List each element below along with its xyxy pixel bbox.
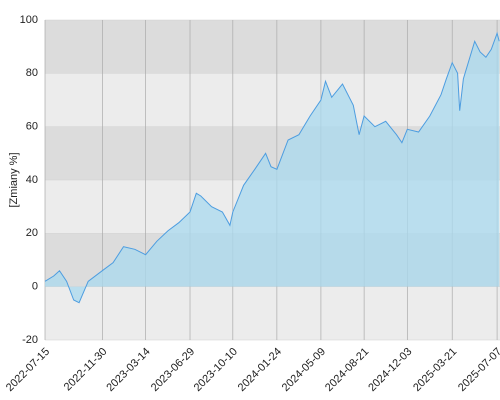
y-tick-label: 60 <box>26 121 38 133</box>
x-tick-label: 2022-11-30 <box>62 346 110 394</box>
line <box>44 31 500 304</box>
y-tick-label: 40 <box>26 174 38 186</box>
x-tick-label: 2023-10-10 <box>192 346 240 394</box>
x-tick-label: 2024-08-21 <box>323 346 371 394</box>
x-tick-label: 2024-12-03 <box>366 346 414 394</box>
grid-band <box>45 73 500 127</box>
grid-band <box>45 286 500 340</box>
x-tick-label: 2024-05-09 <box>280 346 328 394</box>
x-tick-label: 2022-07-15 <box>4 346 52 394</box>
x-tick-label: 2023-03-14 <box>104 346 152 394</box>
y-tick-label: -20 <box>22 334 38 346</box>
x-tick-label: 2024-01-24 <box>236 346 284 394</box>
grid-band <box>45 20 500 74</box>
x-tick-label: 2025-07-07 <box>456 346 500 394</box>
y-tick-label: 80 <box>26 67 38 79</box>
y-axis-label: [Zmiany %] <box>8 152 20 207</box>
y-tick-label: 20 <box>26 227 38 239</box>
x-tick-label: 2025-03-21 <box>411 346 459 394</box>
area <box>45 33 500 303</box>
y-tick-label: 0 <box>32 281 38 293</box>
x-tick-label: 2023-06-29 <box>149 346 197 394</box>
y-tick-label: 100 <box>20 14 38 26</box>
